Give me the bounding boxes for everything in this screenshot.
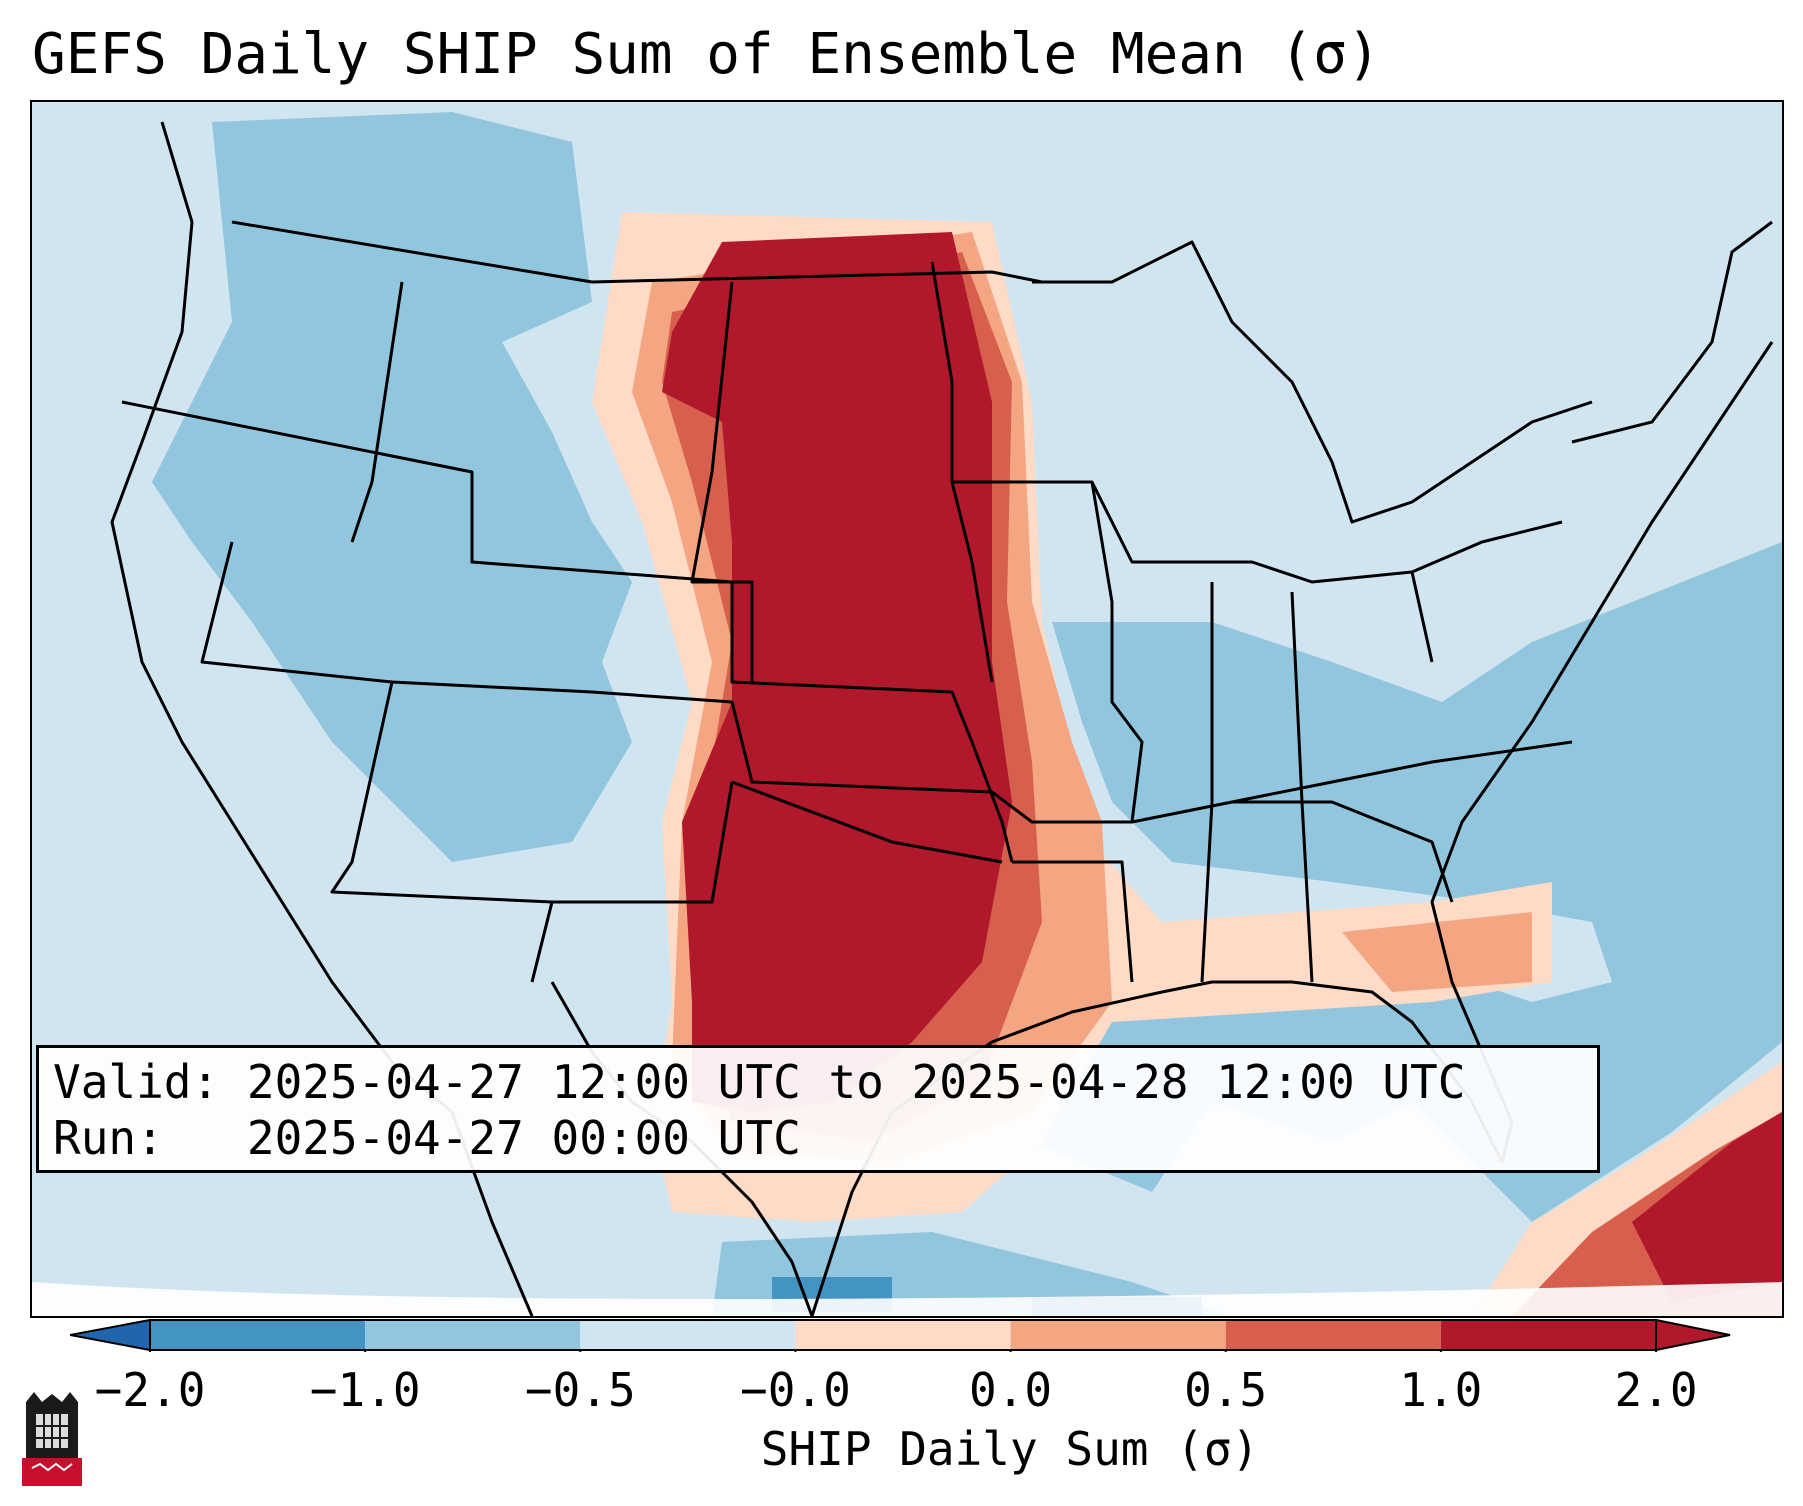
colorbar-under-arrow	[70, 1318, 151, 1352]
colorbar-segment	[795, 1320, 1011, 1350]
valid-label: Valid:	[53, 1055, 220, 1109]
valid-time-box: Valid: 2025-04-27 12:00 UTC to 2025-04-2…	[36, 1045, 1600, 1173]
positive-anomaly-areas	[592, 212, 1782, 1316]
colorbar-tick-label: 0.0	[969, 1363, 1053, 1417]
colorbar-segment	[1010, 1320, 1226, 1350]
great-lakes-border	[1032, 240, 1593, 524]
colorbar-segment	[1440, 1320, 1656, 1350]
valid-value: 2025-04-27 12:00 UTC to 2025-04-28 12:00…	[246, 1055, 1466, 1109]
colorbar-tick-label: −0.0	[740, 1363, 851, 1417]
colorbar-tick-label: −1.0	[309, 1363, 421, 1417]
colorbar-label: SHIP Daily Sum (σ)	[760, 1422, 1260, 1476]
chart-title: GEFS Daily SHIP Sum of Ensemble Mean (σ)	[32, 22, 1381, 87]
colorbar-segments	[149, 1320, 1657, 1352]
canada-border	[231, 220, 1043, 284]
colorbar-segment	[150, 1320, 366, 1350]
run-label: Run:	[53, 1111, 164, 1165]
colorbar-tick-label: 2.0	[1614, 1363, 1698, 1417]
colorbar	[70, 1318, 1731, 1352]
niu-logo	[22, 1392, 82, 1486]
colorbar-over-arrow	[1655, 1318, 1731, 1352]
colorbar-segment	[1225, 1320, 1441, 1350]
colorbar-segment	[580, 1320, 796, 1350]
run-value: 2025-04-27 00:00 UTC	[246, 1111, 801, 1165]
colorbar-segment	[365, 1320, 581, 1350]
state-line-row-1	[121, 400, 1014, 863]
colorbar-outline	[149, 1319, 1657, 1351]
colorbar-tick-label: −0.5	[524, 1363, 636, 1417]
colorbar-tick-label: −2.0	[94, 1363, 206, 1417]
projection-edge	[32, 1282, 1782, 1316]
colorbar-tick-label: 1.0	[1399, 1363, 1483, 1417]
colorbar-tick-label: 0.5	[1184, 1363, 1268, 1417]
